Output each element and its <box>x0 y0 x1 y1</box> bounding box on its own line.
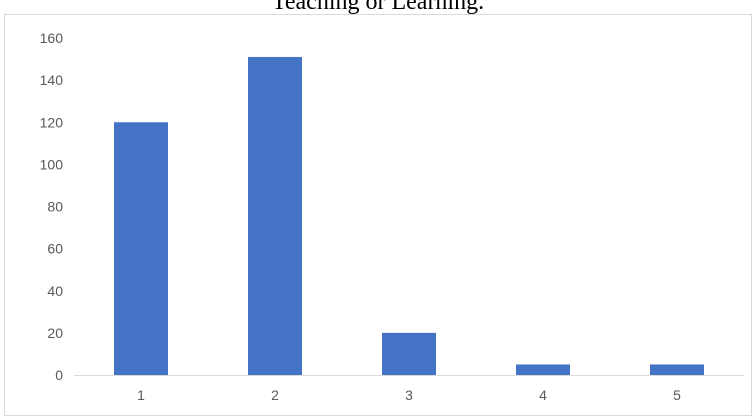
bar-3 <box>382 332 436 375</box>
x-tick-label: 3 <box>405 387 413 403</box>
bar-4 <box>516 364 570 375</box>
y-tick-label: 0 <box>55 367 63 383</box>
y-axis: 0 20 40 60 80 100 120 140 160 <box>40 30 64 383</box>
x-tick-label: 5 <box>673 387 681 403</box>
x-tick-label: 4 <box>539 387 547 403</box>
bar-5 <box>650 364 704 375</box>
x-axis: 1 2 3 4 5 <box>137 387 681 403</box>
y-tick-label: 80 <box>47 199 63 215</box>
y-tick-label: 60 <box>47 241 63 257</box>
y-tick-label: 20 <box>47 325 63 341</box>
bar-2 <box>248 56 302 376</box>
y-tick-label: 40 <box>47 283 63 299</box>
bar-series <box>114 56 704 376</box>
y-tick-label: 100 <box>40 156 64 172</box>
bar-1 <box>114 122 168 375</box>
y-tick-label: 140 <box>40 72 64 88</box>
x-tick-label: 2 <box>271 387 279 403</box>
y-tick-label: 120 <box>40 114 64 130</box>
y-tick-label: 160 <box>40 30 64 46</box>
x-tick-label: 1 <box>137 387 145 403</box>
chart-title: Teaching or Learning. <box>271 0 485 15</box>
